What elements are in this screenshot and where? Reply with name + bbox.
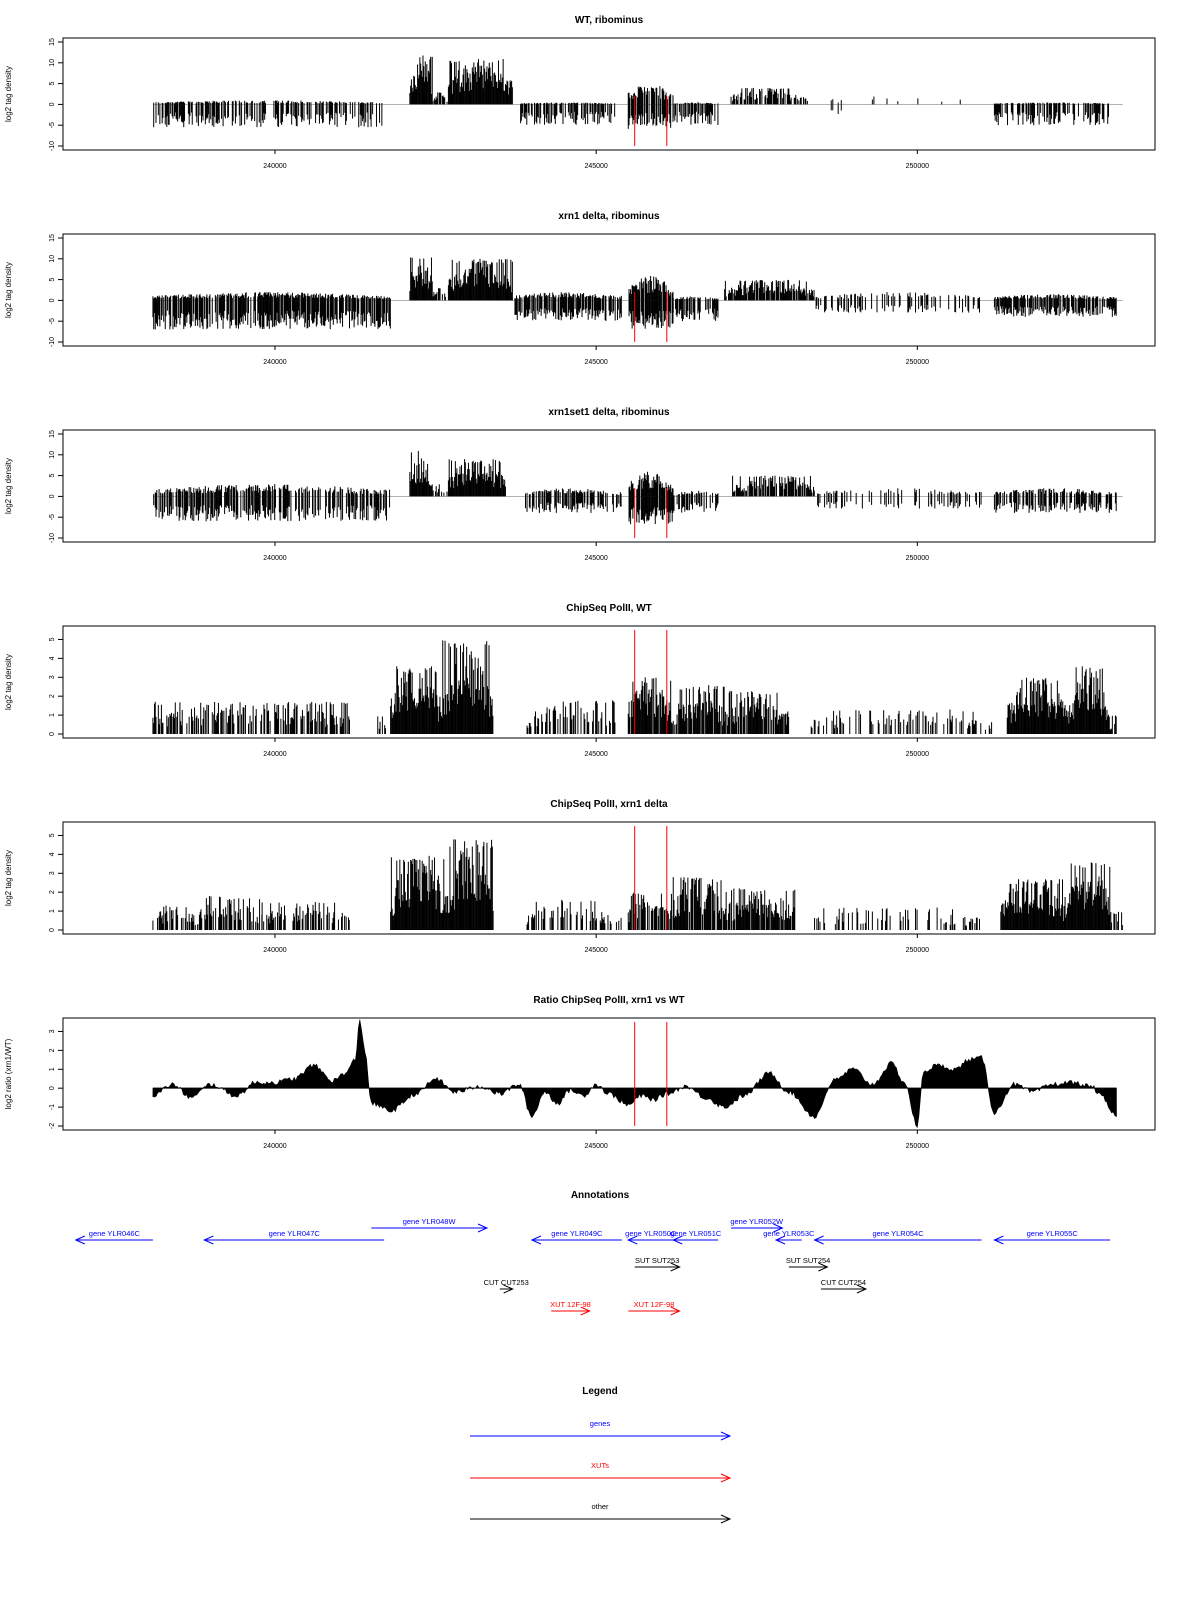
x-tick-label: 240000 [263,751,286,758]
y-tick-label: 4 [49,852,56,856]
y-tick-label: 3 [49,675,56,679]
y-tick-label: 2 [49,890,56,894]
x-tick-label: 245000 [584,751,607,758]
y-tick-label: 10 [49,59,56,67]
plot-frame [62,429,1156,543]
y-tick-label: -10 [49,141,56,151]
data-bars [153,55,1109,129]
x-tick-label: 250000 [906,359,929,366]
chart-title: xrn1 delta, ribominus [558,211,660,222]
y-axis-label: log2 tag density [4,654,13,710]
y-tick-label: 1 [49,909,56,913]
y-tick-label: -5 [49,318,56,324]
data-bars [152,640,1117,734]
y-tick-label: 4 [49,656,56,660]
y-axis-label: log2 tag density [4,458,13,514]
data-bars [152,257,1117,330]
y-tick-label: -10 [49,337,56,347]
data-bars [153,451,1117,525]
y-tick-label: -5 [49,514,56,520]
x-tick-label: 250000 [906,947,929,954]
chart-title: ChipSeq PolII, WT [566,603,652,614]
y-tick-label: 15 [49,234,56,242]
x-tick-label: 250000 [906,555,929,562]
plot-frame [62,625,1156,739]
y-tick-label: 2 [49,694,56,698]
y-axis-label: log2 tag density [4,850,13,906]
y-tick-label: 10 [49,255,56,263]
x-tick-label: 245000 [584,163,607,170]
chart-title: WT, ribominus [575,15,644,26]
chart-panel: xrn1set1 delta, ribominus log2 tag densit… [4,407,1156,562]
y-tick-label: 0 [49,494,56,498]
x-tick-label: 245000 [584,555,607,562]
y-tick-label: 5 [49,833,56,837]
y-tick-label: 5 [49,278,56,282]
y-tick-label: 0 [49,732,56,736]
y-axis-label: log2 tag density [4,66,13,122]
x-tick-label: 250000 [906,751,929,758]
x-tick-label: 240000 [263,947,286,954]
y-tick-label: 10 [49,451,56,459]
y-tick-label: 15 [49,430,56,438]
chart-title: xrn1set1 delta, ribominus [548,407,670,418]
y-tick-label: 15 [49,38,56,46]
y-tick-label: 0 [49,298,56,302]
y-tick-label: 1 [49,713,56,717]
y-tick-label: 5 [49,474,56,478]
chart-title: ChipSeq PolII, xrn1 delta [550,799,668,810]
plot-frame [62,233,1156,347]
y-tick-label: 0 [49,928,56,932]
chart-panel: WT, ribominus log2 tag density -10 -5 0 5 10 15… [4,15,1156,170]
chart-panel: xrn1 delta, ribominus log2 tag density -10… [4,211,1156,366]
y-tick-label: 5 [49,637,56,641]
y-tick-label: 3 [49,871,56,875]
y-tick-label: -10 [49,533,56,543]
y-tick-label: 5 [49,82,56,86]
x-tick-label: 250000 [906,163,929,170]
x-tick-label: 240000 [263,555,286,562]
chart-panel: ChipSeq PolII, xrn1 delta log2 tag densit… [4,799,1156,954]
y-tick-label: -5 [49,122,56,128]
x-tick-label: 240000 [263,359,286,366]
x-tick-label: 245000 [584,947,607,954]
y-tick-label: 0 [49,102,56,106]
y-axis-label: log2 tag density [4,262,13,318]
x-tick-label: 240000 [263,163,286,170]
data-bars [152,839,1123,930]
chart-panel: ChipSeq PolII, WT log2 tag density 0 1 2 3 4 5 2… [4,603,1156,758]
plot-frame [62,37,1156,151]
x-tick-label: 245000 [584,359,607,366]
plot-frame [62,821,1156,935]
